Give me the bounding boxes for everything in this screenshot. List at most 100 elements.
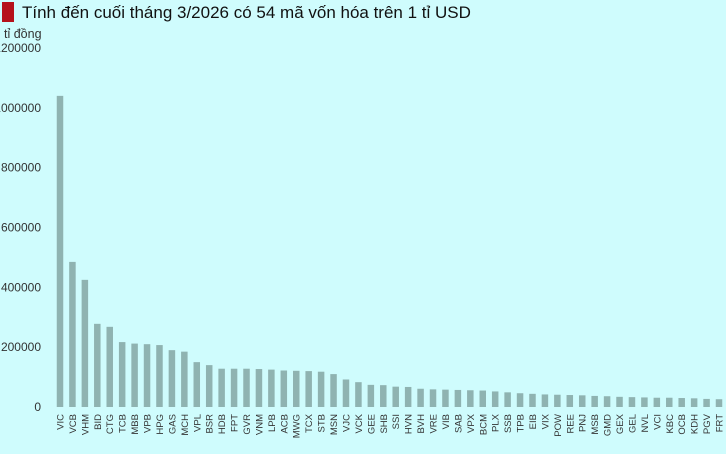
x-category-label: MSN — [329, 414, 340, 435]
x-category-label: FPT — [230, 414, 241, 432]
bar-mwg — [293, 370, 300, 407]
x-category-label: GVR — [242, 414, 253, 435]
x-category-label: TCX — [304, 413, 315, 433]
bar-gmd — [603, 396, 611, 407]
bar-vnm — [255, 369, 263, 407]
x-category-label: GEL — [627, 414, 638, 433]
y-tick-label: 1200000 — [0, 41, 41, 55]
bar-hvn — [404, 386, 412, 407]
bar-ssi — [392, 386, 399, 407]
bar-hpg — [156, 345, 163, 407]
x-category-label: GAS — [167, 414, 178, 434]
bar-bcm — [479, 390, 486, 407]
x-category-label: SSI — [391, 414, 402, 429]
bar-eib — [529, 393, 536, 407]
bar-gee — [367, 384, 375, 407]
x-category-label: VHM — [80, 414, 91, 435]
y-tick-label: 0 — [34, 400, 41, 414]
y-tick-label: 800000 — [1, 161, 41, 175]
x-category-label: BSR — [205, 414, 216, 434]
bar-vpb — [143, 344, 151, 407]
x-category-label: GEE — [366, 414, 377, 434]
bar-vhm — [81, 279, 89, 407]
bar-bvh — [417, 388, 424, 407]
x-category-label: HVN — [404, 414, 415, 434]
x-category-label: CTG — [105, 414, 116, 434]
bar-bsr — [205, 365, 213, 407]
bar-gvr — [243, 368, 250, 407]
bar-lpb — [268, 369, 275, 407]
x-category-label: NVL — [640, 414, 651, 432]
y-axis-unit-label: tỉ đồng — [4, 27, 42, 41]
x-category-label: PNJ — [578, 414, 589, 432]
x-category-label: VJC — [341, 414, 352, 432]
x-category-label: BCM — [478, 414, 489, 435]
bar-vjc — [342, 379, 350, 407]
x-category-label: VPX — [466, 413, 477, 433]
x-category-label: SAB — [453, 414, 464, 433]
bar-pow — [554, 394, 561, 407]
bar-nvl — [641, 397, 648, 407]
bar-tcb — [118, 342, 126, 407]
bar-ctg — [106, 326, 113, 407]
bar-msn — [330, 374, 337, 407]
x-category-label: MCH — [180, 414, 191, 436]
x-category-label: TPB — [516, 414, 527, 432]
x-category-label: HDB — [217, 414, 228, 434]
x-category-label: VNM — [254, 414, 265, 435]
bar-fpt — [230, 368, 238, 407]
bar-vpl — [193, 362, 201, 408]
x-category-label: PLX — [491, 413, 502, 432]
x-category-label: EIB — [528, 414, 539, 429]
y-tick-label: 400000 — [1, 280, 41, 294]
bar-vck — [355, 382, 362, 407]
x-category-label: VPB — [143, 414, 154, 433]
x-category-label: VPL — [192, 414, 203, 432]
x-category-label: VCI — [652, 414, 663, 430]
bar-shb — [380, 385, 387, 407]
bar-gel — [628, 397, 636, 407]
y-tick-label: 1000000 — [0, 101, 41, 115]
bar-tpb — [516, 393, 524, 407]
title-marker — [2, 2, 14, 22]
y-tick-label: 200000 — [1, 340, 41, 354]
x-category-label: SSB — [503, 414, 514, 433]
x-category-label: VIB — [441, 414, 452, 429]
x-category-label: ACB — [279, 414, 290, 434]
bar-vpx — [467, 390, 474, 407]
x-category-label: MSB — [590, 414, 601, 435]
bar-vci — [653, 397, 661, 407]
x-category-label: GMD — [603, 414, 614, 436]
bar-bid — [94, 323, 101, 407]
bar-gex — [616, 396, 623, 407]
x-category-label: LPB — [267, 414, 278, 432]
x-category-label: REE — [565, 414, 576, 434]
x-category-label: VCK — [354, 413, 365, 433]
x-category-label: BVH — [416, 414, 427, 434]
x-category-label: PGV — [702, 413, 713, 434]
y-tick-label: 600000 — [1, 221, 41, 235]
bar-ssb — [504, 392, 511, 407]
bar-msb — [591, 395, 598, 407]
bar-stb — [317, 371, 325, 407]
bar-mch — [181, 351, 188, 407]
x-category-label: SHB — [379, 414, 390, 434]
x-category-label: VIX — [540, 413, 551, 429]
x-category-label: TCB — [118, 414, 129, 433]
bar-vre — [429, 389, 437, 407]
bar-sab — [454, 389, 462, 407]
bar-ree — [566, 395, 574, 407]
x-category-label: KBC — [665, 414, 676, 434]
x-category-label: POW — [553, 414, 564, 437]
bar-plx — [491, 391, 499, 407]
x-category-label: VIC — [56, 414, 67, 430]
x-category-label: BID — [93, 414, 104, 430]
x-category-label: VCB — [68, 414, 79, 434]
bar-mbb — [131, 343, 138, 407]
chart-title: Tính đến cuối tháng 3/2026 có 54 mã vốn … — [22, 3, 471, 22]
x-category-label: GEX — [615, 413, 626, 434]
bar-kbc — [666, 397, 673, 407]
bar-tcx — [305, 371, 312, 407]
x-category-label: VRE — [429, 414, 440, 434]
